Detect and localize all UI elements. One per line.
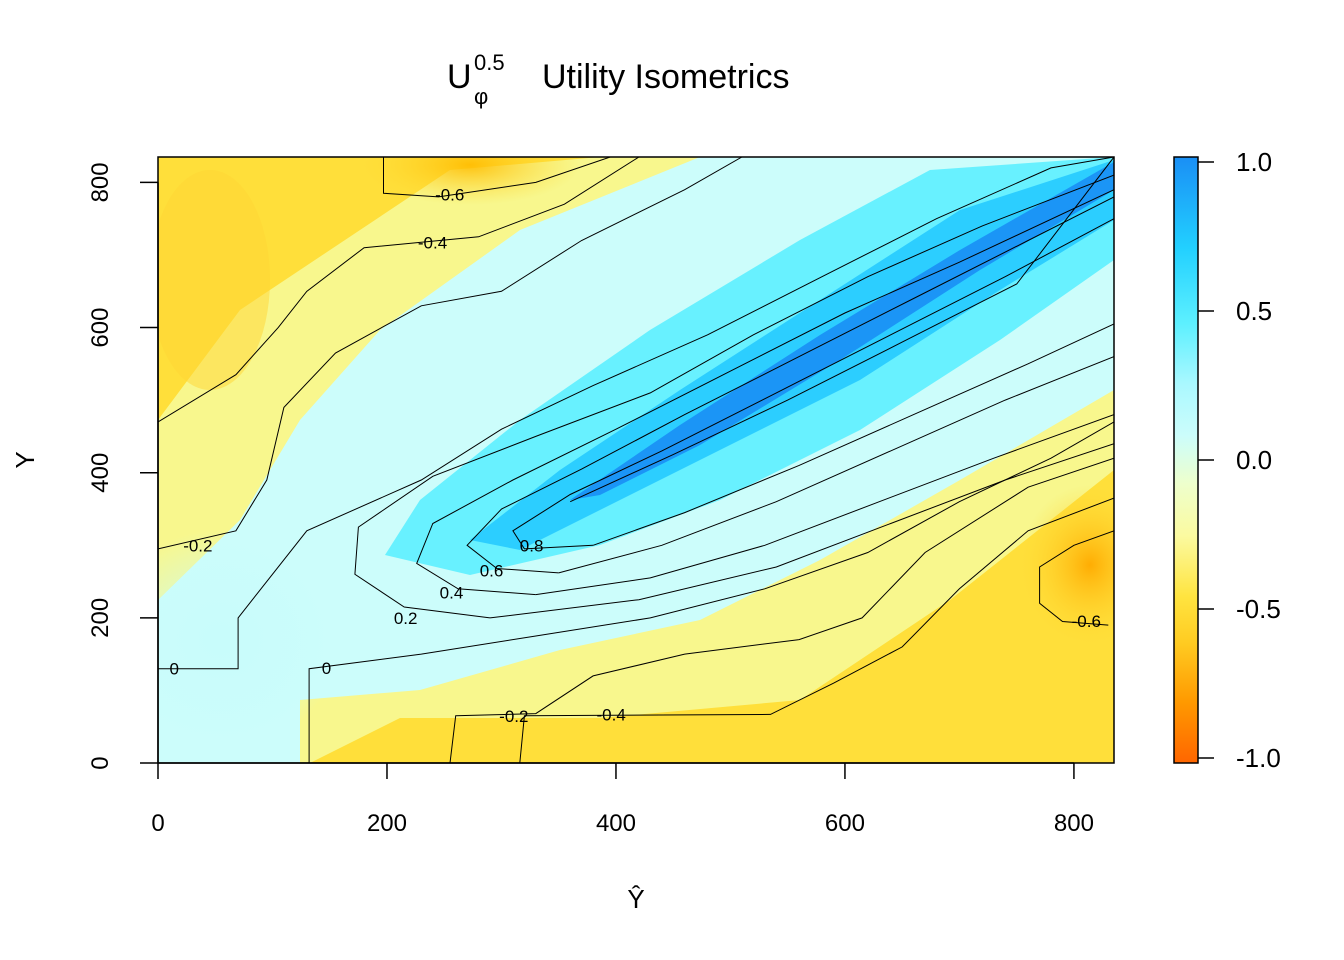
contour-label: -0.6	[435, 186, 464, 205]
contour-line-6	[489, 443, 1114, 619]
contour-label: 0.6	[480, 562, 504, 581]
contour-label: 0.2	[394, 609, 418, 628]
colorbar-tick-label: 1.0	[1236, 147, 1272, 177]
y-tick-label: 200	[87, 598, 114, 638]
contour-line-7	[416, 189, 1114, 596]
y-tick-label: 0	[87, 756, 114, 769]
title-symbol: U	[447, 58, 472, 96]
contour-label: -0.4	[597, 705, 626, 724]
contour-line-10	[558, 356, 1114, 574]
y-axis: 0 200 400 600 800	[87, 162, 159, 770]
contour-lines	[158, 157, 1114, 763]
contour-label: 0	[322, 659, 331, 678]
contour-line-1	[158, 157, 640, 423]
y-tick-label: 800	[87, 162, 114, 202]
x-tick-label: 800	[1054, 810, 1094, 837]
contour-label: -0.6	[1072, 612, 1101, 631]
title-text: Utility Isometrics	[542, 58, 789, 96]
contour-line-14	[449, 457, 1114, 763]
contour-line-9	[466, 196, 1114, 574]
contour-label: 0.4	[440, 583, 464, 602]
title-superscript: 0.5	[474, 50, 505, 75]
chart-title: U 0.5 φ Utility Isometrics	[447, 50, 789, 109]
contour-line-15	[519, 497, 1114, 763]
y-tick-label: 400	[87, 453, 114, 493]
colorbar-tick-label: 0.0	[1236, 445, 1272, 475]
contour-line-5	[354, 174, 1114, 619]
contour-line-13	[569, 157, 1114, 503]
y-axis-label: Y	[10, 451, 40, 468]
contour-label: -0.4	[418, 234, 447, 253]
contour-line-11	[512, 218, 1114, 550]
title-subscript: φ	[474, 84, 488, 109]
contour-label: 0.8	[520, 536, 544, 555]
contour-line-2	[158, 157, 743, 550]
colorbar-fill	[1173, 156, 1199, 764]
x-tick-label: 600	[825, 810, 865, 837]
x-tick-label: 0	[151, 810, 164, 837]
contour-label: 0	[169, 660, 178, 679]
contour-label: -0.2	[183, 536, 212, 555]
colorbar: 1.0 0.5 0.0 -0.5 -1.0	[1173, 147, 1281, 773]
x-tick-label: 200	[367, 810, 407, 837]
contour-line-12	[592, 323, 1114, 546]
x-tick-label: 400	[596, 810, 636, 837]
contour-label: -0.2	[499, 707, 528, 726]
x-axis-label: Ŷ	[627, 884, 644, 914]
contour-line-16	[1039, 530, 1114, 626]
colorbar-tick-label: -0.5	[1236, 594, 1281, 624]
contour-line-8	[535, 414, 1114, 596]
contour-line-3	[158, 157, 1114, 670]
colorbar-tick-label: 0.5	[1236, 296, 1272, 326]
contour-labels: -0.6 -0.4 -0.2 0 0 0.2 0.4 0.6 0.8 -0.2 -0.4 -0.6	[169, 186, 1101, 726]
y-tick-label: 600	[87, 308, 114, 348]
contour-line-0	[383, 157, 611, 198]
x-axis: 0 200 400 600 800	[151, 762, 1094, 837]
colorbar-tick-label: -1.0	[1236, 743, 1281, 773]
